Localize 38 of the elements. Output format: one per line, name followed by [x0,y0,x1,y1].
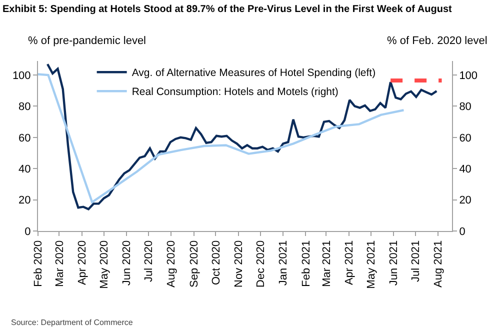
x-tick-label: Apr 2020 [76,240,88,286]
y-tick-label: 80 [18,101,31,114]
y-axis-title: % of pre-pandemic level [28,35,146,47]
y2-axis-title: % of Feb. 2020 level [387,35,488,47]
y-tick-label: 0 [24,226,31,238]
x-tick-label: May 2021 [365,240,378,289]
y-tick-label: 20 [18,194,31,207]
x-tick-label: Apr 2021 [343,240,356,286]
x-tick-label: Oct 2020 [210,240,222,286]
source-note: Source: Department of Commerce [11,318,134,327]
x-tick-label: Jan 2021 [278,240,290,286]
y2-tick-label: 40 [459,163,472,176]
x-tick-label: Jun 2021 [388,240,400,286]
y2-tick-label: 20 [459,194,472,207]
line-series [46,63,438,210]
x-tick-label: Feb 2020 [32,240,45,287]
y2-tick-label: 100 [459,70,478,82]
x-tick-label: Aug 2020 [166,240,178,288]
x-tick-label: May 2020 [98,240,110,289]
y-tick-label: 40 [18,163,31,176]
legend-label: Real Consumption: Hotels and Motels (right) [132,86,338,98]
x-tick-label: Mar 2020 [54,240,66,287]
y2-tick-label: 0 [459,226,466,238]
x-tick-label: Jul 2021 [410,240,422,282]
x-tick-label: Aug 2021 [432,240,445,288]
y2-tick-label: 60 [459,132,472,144]
x-tick-label: Feb 2021 [300,240,312,287]
x-tick-label: Dec 2020 [254,240,267,288]
y-tick-label: 60 [18,132,31,144]
x-tick-label: Nov 2020 [232,240,245,288]
x-tick-label: Sep 2020 [188,240,200,288]
y2-tick-label: 80 [459,101,472,114]
chart-title: Exhibit 5: Spending at Hotels Stood at 89.7% of the Pre-Virus Level in the First Week of August [2,4,452,15]
legend-label: Avg. of Alternative Measures of Hotel Spending (left) [132,67,376,80]
x-tick-label: Jun 2020 [121,240,134,286]
y-tick-label: 100 [12,70,31,82]
x-tick-label: Mar 2021 [320,240,333,287]
x-tick-label: Jul 2020 [143,240,156,282]
